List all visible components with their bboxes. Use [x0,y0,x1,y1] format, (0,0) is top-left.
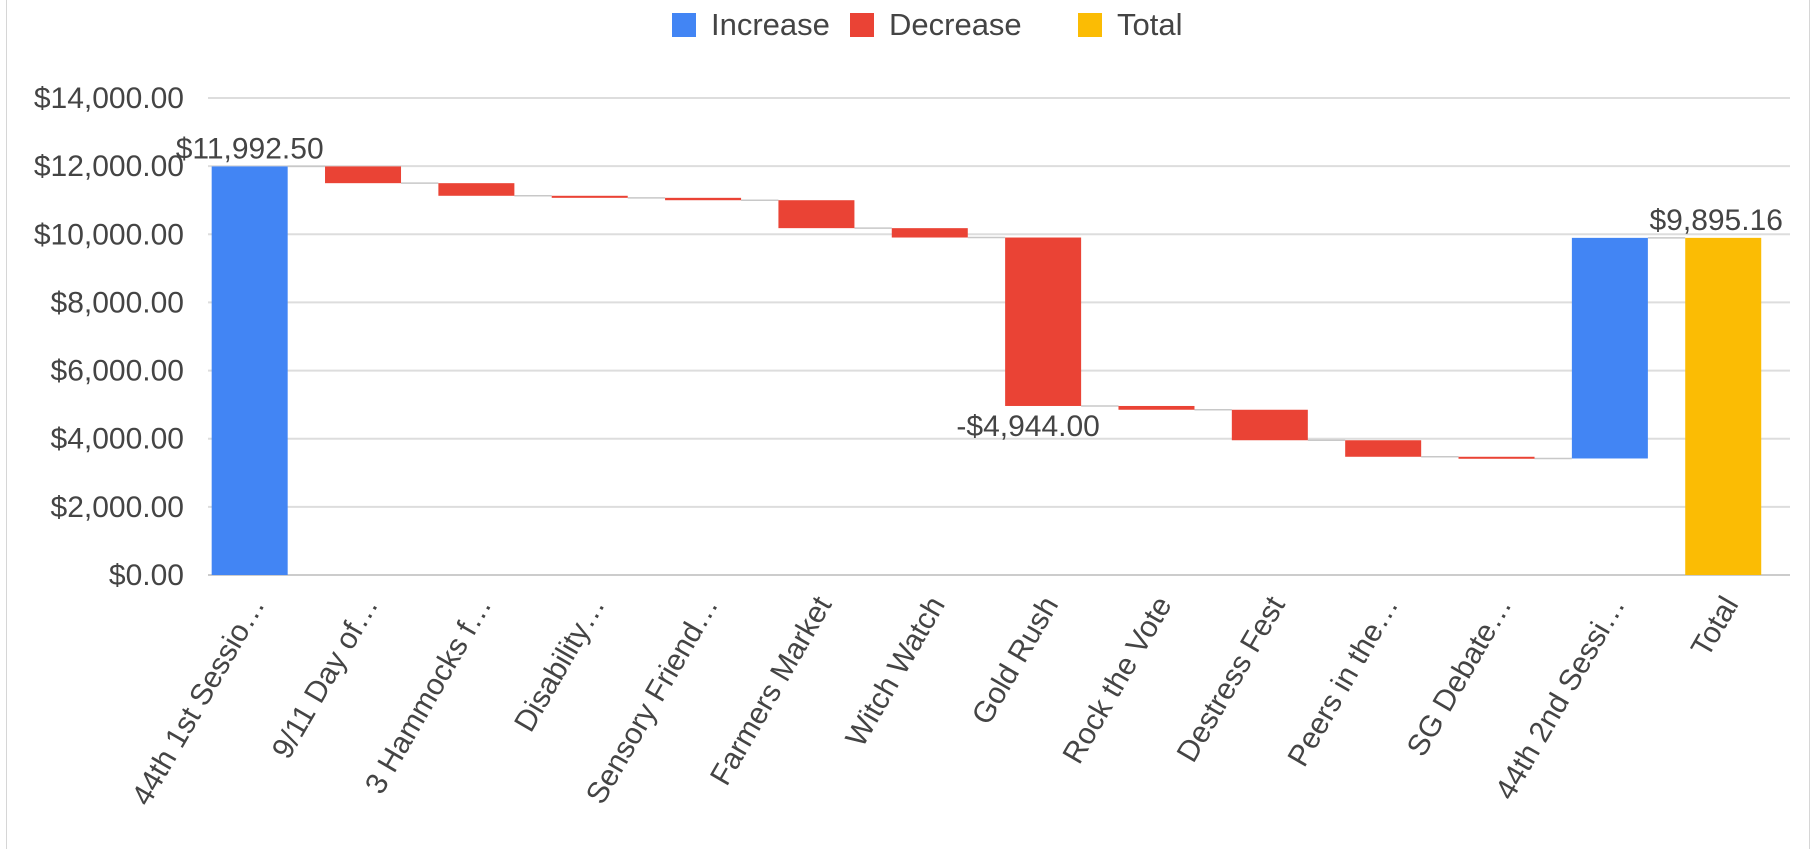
x-tick-label: Gold Rush [966,591,1065,730]
bar-decrease[interactable] [1345,440,1422,457]
legend-label-total: Total [1117,7,1182,42]
y-tick-label: $4,000.00 [51,423,184,456]
y-tick-label: $10,000.00 [34,218,184,251]
data-label-value: $9,895.16 [1649,204,1782,237]
bar-decrease[interactable] [438,183,515,196]
legend-swatch-total [1078,13,1102,37]
x-tick-label: SG Debate… [1401,591,1519,762]
chart-connectors [287,165,1686,460]
x-axis: 44th 1st Sessio…9/11 Day of…3 Hammocks f… [126,590,1746,811]
y-tick-label: $14,000.00 [34,82,184,115]
y-tick-label: $12,000.00 [34,150,184,183]
y-tick-label: $8,000.00 [51,286,184,319]
x-tick-label: Rock the Vote [1057,591,1179,769]
y-tick-label: $0.00 [109,559,184,592]
bar-decrease[interactable] [551,195,628,198]
bar-decrease[interactable] [1458,456,1535,459]
x-tick-label: Farmers Market [704,590,839,790]
legend-item-decrease[interactable]: Decrease [850,7,1022,42]
chart-gridlines [208,97,1790,576]
bar-decrease[interactable] [1118,405,1195,410]
chart-bars [211,166,1762,576]
bar-increase[interactable] [211,166,288,576]
legend-swatch-decrease [850,13,874,37]
chart-legend: Increase Decrease Total [672,7,1182,42]
bar-decrease[interactable] [778,200,855,229]
x-tick-label: Destress Fest [1171,590,1292,767]
data-label-value: $11,992.50 [176,132,324,165]
legend-item-total[interactable]: Total [1078,7,1182,42]
x-tick-label: Total [1685,591,1745,662]
x-tick-label: 44th 1st Sessio… [126,591,272,811]
x-tick-label: 3 Hammocks f… [359,591,498,800]
y-tick-label: $2,000.00 [51,491,184,524]
legend-item-increase[interactable]: Increase [672,7,830,42]
bar-decrease[interactable] [325,166,402,184]
x-tick-label: Disability… [508,591,612,737]
legend-swatch-increase [672,13,696,37]
bar-decrease[interactable] [1231,409,1308,441]
x-tick-label: Witch Watch [840,591,952,752]
bar-decrease[interactable] [891,228,968,238]
y-axis: $0.00 $2,000.00 $4,000.00 $6,000.00 $8,000.0… [34,82,184,592]
y-tick-label: $6,000.00 [51,355,184,388]
legend-label-increase: Increase [711,7,830,42]
data-label-value: -$4,944.00 [956,410,1099,443]
bar-decrease[interactable] [665,197,742,201]
chart-frame [6,0,1810,849]
data-labels: $11,992.50 -$4,944.00 $9,895.16 [176,132,1783,443]
legend-label-decrease: Decrease [889,7,1022,42]
bar-increase[interactable] [1571,237,1648,459]
bar-decrease[interactable] [1005,237,1082,406]
x-tick-label: Peers in the… [1282,591,1406,772]
bar-total[interactable] [1685,237,1762,575]
x-tick-label: 9/11 Day of… [266,591,385,764]
x-tick-label: 44th 2nd Sessi… [1489,591,1632,805]
